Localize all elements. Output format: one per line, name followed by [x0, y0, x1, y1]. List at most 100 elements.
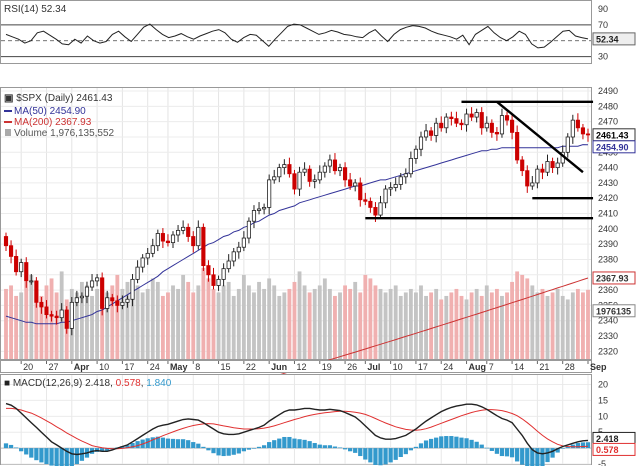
volume-bar	[444, 295, 449, 359]
candle-up	[499, 115, 505, 135]
price-value-flags: 2461.43 2454.90 2367.93 1976135	[592, 128, 636, 318]
macd-hist-bar	[226, 448, 231, 456]
volume-bar	[439, 299, 444, 359]
volume-bar	[378, 288, 383, 359]
volume-bar	[327, 288, 332, 359]
candle-up	[95, 277, 100, 282]
candle-down	[520, 159, 525, 172]
price-tick-2420: 2420	[598, 193, 618, 203]
candle-up	[434, 122, 439, 136]
macd-hist-bar	[24, 448, 29, 455]
date-label-8: 8	[195, 362, 200, 372]
volume-bar	[474, 288, 479, 359]
volume-bar	[150, 278, 155, 359]
volume-bar	[44, 285, 49, 359]
volume-bar	[130, 295, 135, 359]
volume-bar	[525, 278, 530, 359]
macd-hist-bar	[348, 448, 353, 452]
macd-hist-bar	[201, 446, 206, 449]
rsi-label: RSI(14) 52.34	[4, 4, 67, 15]
macd-hist-bar	[216, 448, 221, 456]
macd-hist-bar	[418, 443, 424, 449]
candle-down	[469, 113, 474, 118]
macd-hist-bar	[555, 448, 560, 453]
macd-hist-bar	[277, 438, 282, 449]
candle-up	[69, 301, 74, 329]
volume-bar	[9, 285, 13, 359]
macd-hist-bar	[44, 448, 49, 464]
candle-up	[317, 171, 322, 181]
macd-hist-bar	[353, 448, 358, 453]
volume-bar	[363, 274, 368, 359]
macd-hist-bar	[196, 443, 201, 449]
macd-hist-bar	[206, 448, 211, 451]
macd-hist-bar	[383, 448, 388, 465]
macd-hist-bar	[540, 448, 545, 466]
volume-bar	[95, 288, 100, 359]
volume-bar	[85, 285, 89, 359]
macd-hist-bar	[175, 439, 181, 449]
candle-up	[175, 229, 181, 236]
rsi-tick-70: 70	[598, 20, 608, 30]
trend-lines	[365, 100, 594, 220]
candle-down	[489, 122, 494, 133]
macd-hist-bar	[434, 437, 439, 449]
volume-bar	[505, 292, 509, 359]
candle-up	[59, 309, 64, 319]
macd-hist-bar	[150, 437, 155, 449]
macd-hist-bar	[342, 448, 348, 450]
date-label-Jun: Jun	[271, 362, 287, 372]
volume-bar	[282, 292, 287, 359]
volume-bar	[560, 295, 565, 359]
ma50-legend: MA(50) 2454.90	[14, 106, 86, 117]
macd-hist-bar	[267, 442, 272, 449]
macd-hist-bar	[49, 448, 54, 466]
macd-hist-bar	[459, 437, 464, 449]
macd-hist-bar	[520, 448, 525, 465]
volume-bar	[515, 271, 520, 359]
candle-down	[307, 168, 312, 182]
candlesticks	[3, 107, 591, 336]
candle-down	[206, 265, 211, 276]
date-label-19: 19	[322, 362, 332, 372]
macd-hist-bar	[474, 441, 479, 449]
candle-up	[241, 237, 246, 248]
date-axis: 20 27 Apr 10 17 24 May 8 15 22 Jun 12 19 26 Jul 10 17 24 A…	[0, 360, 607, 373]
candle-down	[368, 200, 373, 208]
candle-down	[54, 315, 59, 319]
candle-up	[297, 171, 302, 190]
volume-bar	[424, 295, 428, 359]
volume-bar	[302, 285, 307, 359]
macd-hist-bar	[74, 448, 79, 464]
candle-up	[29, 280, 34, 283]
volume-bar	[241, 274, 246, 359]
date-label-7: 7	[489, 362, 494, 372]
candle-up	[327, 159, 332, 167]
trend-line-3	[496, 100, 584, 174]
price-panel: ▣ $SPX (Daily) 2461.43 MA(50) 2454.90 MA…	[0, 86, 636, 446]
volume-bar	[100, 278, 105, 359]
macd-hist-bar	[373, 448, 378, 465]
candle-up	[79, 295, 84, 299]
volume-bar	[454, 288, 459, 359]
volume-bar	[565, 299, 570, 359]
date-label-Apr: Apr	[74, 362, 90, 372]
candle-up	[181, 226, 186, 231]
volume-bar	[581, 292, 585, 359]
volume-bar	[419, 285, 423, 359]
candle-down	[44, 306, 49, 315]
volume-bar	[216, 292, 221, 359]
volume-bar	[267, 278, 272, 359]
macd-hist-bar	[398, 448, 403, 458]
date-label-Jul: Jul	[367, 362, 380, 372]
candle-up	[120, 301, 125, 306]
date-label-17: 17	[418, 362, 428, 372]
candle-up	[145, 252, 150, 259]
candle-up	[282, 164, 287, 169]
macd-hist-bar	[246, 448, 252, 450]
candle-down	[343, 167, 348, 181]
macd-flag-signal-box	[592, 442, 636, 456]
volume-bar	[201, 267, 206, 359]
candle-down	[479, 112, 484, 129]
volume-bar	[398, 295, 403, 359]
